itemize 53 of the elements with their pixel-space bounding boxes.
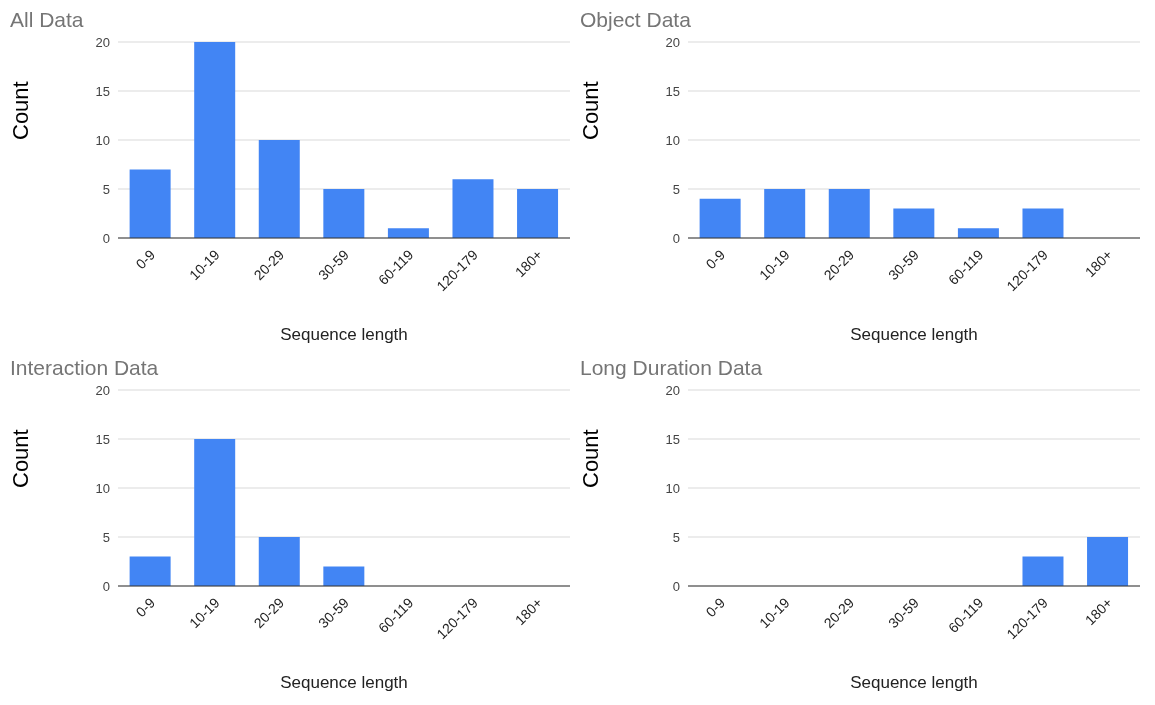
bar (323, 189, 365, 238)
bar (828, 189, 870, 238)
x-axis-title: Sequence length (280, 673, 408, 692)
y-tick-label: 15 (95, 83, 110, 99)
y-axis-title: Count (7, 429, 33, 488)
y-axis-title: Count (577, 429, 603, 488)
y-tick-label: 10 (665, 480, 680, 496)
bar (764, 189, 806, 238)
bar (957, 228, 999, 238)
y-tick-label: 10 (665, 132, 680, 148)
y-tick-label: 5 (102, 181, 110, 197)
bar (258, 537, 300, 586)
y-tick-label: 0 (102, 230, 110, 246)
bar (129, 169, 171, 238)
bar (258, 140, 300, 238)
chart-title: All Data (9, 8, 85, 33)
y-axis-title: Count (577, 81, 603, 140)
y-tick-label: 15 (665, 431, 680, 447)
bar (387, 228, 429, 238)
x-tick-label: 0-9 (702, 594, 729, 621)
y-tick-label: 20 (665, 34, 680, 50)
x-tick-label: 0-9 (132, 594, 159, 621)
y-tick-label: 20 (95, 382, 110, 398)
chart-title: Long Duration Data (579, 356, 764, 381)
y-tick-label: 15 (665, 83, 680, 99)
y-tick-label: 5 (672, 181, 680, 197)
y-tick-label: 15 (95, 431, 110, 447)
y-tick-label: 0 (672, 230, 680, 246)
y-tick-label: 20 (95, 34, 110, 50)
x-axis-title: Sequence length (280, 325, 408, 344)
x-axis-title: Sequence length (850, 325, 978, 344)
y-tick-label: 0 (102, 578, 110, 594)
y-tick-label: 10 (95, 132, 110, 148)
y-axis-title: Count (7, 81, 33, 140)
x-axis-title: Sequence length (850, 673, 978, 692)
bar (194, 439, 236, 586)
x-tick-label: 0-9 (132, 246, 159, 273)
bar (194, 42, 236, 238)
bar (517, 189, 559, 238)
y-tick-label: 10 (95, 480, 110, 496)
bar (1022, 208, 1064, 238)
bar (323, 566, 365, 586)
y-tick-label: 20 (665, 382, 680, 398)
y-tick-label: 5 (102, 529, 110, 545)
bar (699, 198, 741, 238)
chart-title: Interaction Data (9, 356, 160, 381)
bar (129, 556, 171, 586)
y-tick-label: 5 (672, 529, 680, 545)
chart-title: Object Data (579, 8, 692, 33)
x-tick-label: 0-9 (702, 246, 729, 273)
bar (893, 208, 935, 238)
bar (452, 179, 494, 238)
y-tick-label: 0 (672, 578, 680, 594)
